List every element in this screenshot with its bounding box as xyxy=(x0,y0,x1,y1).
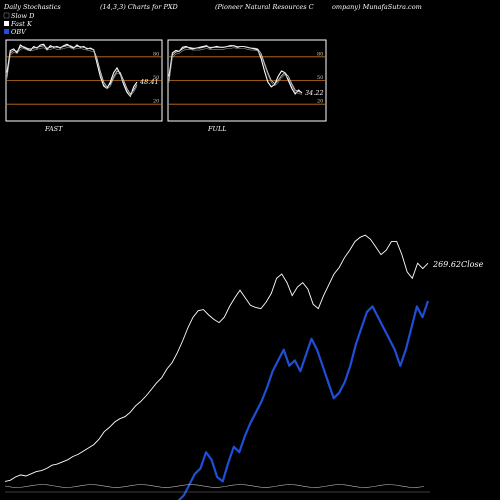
legend-swatch-obv xyxy=(4,29,9,34)
full-series-1 xyxy=(168,45,303,93)
close-line xyxy=(4,234,429,482)
fast-series-0 xyxy=(6,43,138,98)
full-tick-20: 20 xyxy=(317,99,323,105)
full-series-shadow xyxy=(168,47,303,95)
baseline-trace xyxy=(4,484,424,488)
close-value-label: 269.62Close xyxy=(432,260,484,269)
fast-series-shadow xyxy=(6,47,138,97)
fast-panel-frame xyxy=(5,39,163,122)
fast-tick-20: 20 xyxy=(153,99,159,105)
full-tick-50: 50 xyxy=(317,75,323,81)
legend-label-slow-d: Slow D xyxy=(11,12,35,20)
legend-label-obv: OBV xyxy=(11,28,27,36)
header-left: Daily Stochastics xyxy=(3,3,61,11)
fast-last-value: 48.41 xyxy=(139,78,159,86)
full-panel-label: FULL xyxy=(207,125,227,133)
full-last-value: 34.22 xyxy=(305,89,324,97)
header-right-a: (Pioneer Natural Resources C xyxy=(215,3,314,11)
fast-tick-50: 50 xyxy=(153,75,159,81)
legend-swatch-fast-k xyxy=(4,21,9,26)
full-panel: 80 50 20 34.22 xyxy=(168,45,325,105)
header-right-b: ompany) MunafaSutra.com xyxy=(332,3,422,11)
header-center: (14,3,3) Charts for PXD xyxy=(100,3,178,11)
full-panel-frame xyxy=(167,39,327,122)
legend: Slow D Fast K OBV xyxy=(3,12,35,36)
full-tick-80: 80 xyxy=(317,51,323,57)
fast-series-1 xyxy=(6,45,138,95)
fast-panel: 80 50 20 48.41 xyxy=(6,43,161,105)
obv-line xyxy=(177,300,430,500)
price-obv-panel: 269.62Close xyxy=(4,234,484,500)
legend-label-fast-k: Fast K xyxy=(10,20,33,28)
fast-tick-80: 80 xyxy=(153,51,159,57)
full-series-0 xyxy=(168,45,303,95)
fast-panel-label: FAST xyxy=(44,125,63,133)
legend-swatch-slow-d xyxy=(3,12,10,19)
